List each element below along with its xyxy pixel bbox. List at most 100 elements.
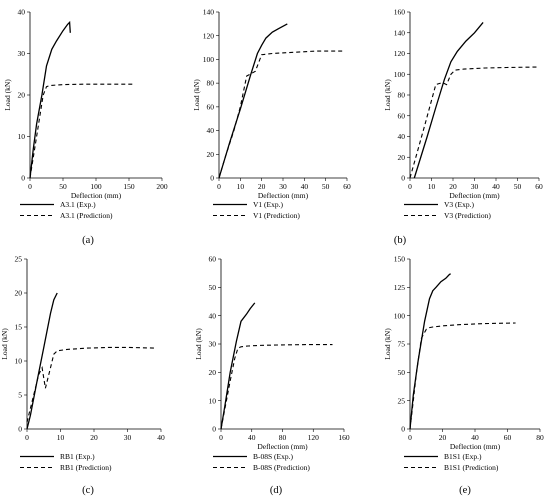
x-tick-label: 0 <box>408 433 412 442</box>
x-tick-label: 120 <box>308 433 320 442</box>
y-tick-label: 0 <box>210 174 214 183</box>
x-tick-label: 40 <box>301 182 309 191</box>
x-tick-label: 0 <box>408 182 412 191</box>
y-tick-label: 40 <box>207 126 215 135</box>
chart-panel-1: 0 10 20 30 40 0 50 100 150 200 Deflection (mm) Load… <box>3 8 168 246</box>
series-line-prediction <box>26 346 155 423</box>
x-tick-label: 20 <box>439 433 447 442</box>
chart-panel-5: 0 10 20 30 40 50 60 0 40 80 120 160 Deflection (mm) L… <box>194 255 350 496</box>
y-axis-label: Load (kN) <box>383 328 392 360</box>
x-tick-label: 40 <box>248 433 256 442</box>
y-tick-label: 20 <box>398 153 406 162</box>
y-tick-label: 140 <box>394 28 406 37</box>
chart-panel-4: 0 5 10 15 20 25 0 10 20 30 40 Load (kN) RB1 (Exp.) RB… <box>0 255 165 496</box>
y-tick-label: 0 <box>401 425 405 434</box>
y-tick-label: 60 <box>207 102 215 111</box>
y-tick-label: 80 <box>207 79 215 88</box>
legend-label: B-08S (Prediction) <box>253 463 310 472</box>
y-tick-label: 60 <box>398 111 406 120</box>
y-tick-label: 80 <box>398 91 406 100</box>
chart-panel-3: 0 20 40 60 80 100 120 140 160 0 10 20 30 40 50 60 Deflec… <box>383 8 543 246</box>
y-tick-label: 25 <box>15 255 23 264</box>
x-tick-label: 40 <box>492 182 500 191</box>
panel-label: (e) <box>459 485 471 496</box>
y-tick-label: 10 <box>209 396 217 405</box>
panel-label: (a) <box>82 235 94 246</box>
y-tick-label: 5 <box>18 391 22 400</box>
series-line-prediction <box>218 50 343 179</box>
y-tick-label: 0 <box>18 425 22 434</box>
y-tick-label: 40 <box>209 311 217 320</box>
y-tick-label: 20 <box>207 150 215 159</box>
series-line-prediction <box>409 66 540 179</box>
x-tick-label: 0 <box>217 182 221 191</box>
x-tick-label: 0 <box>219 433 223 442</box>
y-axis-label: Load (kN) <box>192 79 201 111</box>
series-line-prediction <box>220 344 333 430</box>
x-tick-label: 50 <box>322 182 330 191</box>
series-line-experimental <box>220 302 256 430</box>
y-tick-label: 0 <box>212 425 216 434</box>
series-line-experimental <box>26 292 58 430</box>
y-tick-label: 0 <box>401 174 405 183</box>
y-tick-label: 15 <box>15 323 23 332</box>
y-tick-label: 120 <box>203 31 215 40</box>
x-axis-label: Deflection (mm) <box>258 191 309 200</box>
x-tick-label: 40 <box>157 433 165 442</box>
legend-label: A3.1 (Exp.) <box>60 200 96 209</box>
x-tick-label: 10 <box>57 433 65 442</box>
y-tick-label: 20 <box>15 289 23 298</box>
legend-label: V1 (Exp.) <box>253 200 283 209</box>
y-tick-label: 40 <box>18 8 26 17</box>
x-axis-label: Deflection (mm) <box>450 442 501 451</box>
x-axis-label: Deflection (mm) <box>449 191 500 200</box>
legend-label: RB1 (Exp.) <box>60 452 95 461</box>
panel-label: (c) <box>82 485 94 496</box>
x-tick-label: 20 <box>449 182 457 191</box>
legend-label: V1 (Prediction) <box>253 211 300 220</box>
x-tick-label: 200 <box>156 182 168 191</box>
series-line-prediction <box>409 322 516 430</box>
y-tick-label: 10 <box>18 132 26 141</box>
x-tick-label: 50 <box>59 182 67 191</box>
legend-label: V3 (Prediction) <box>444 211 491 220</box>
panel-label: (b) <box>394 235 407 246</box>
x-tick-label: 40 <box>471 433 479 442</box>
x-tick-label: 60 <box>535 182 543 191</box>
legend-label: B1S1 (Prediction) <box>444 463 499 472</box>
y-tick-label: 100 <box>203 55 215 64</box>
x-tick-label: 10 <box>237 182 245 191</box>
x-axis-label: Deflection (mm) <box>71 191 122 200</box>
y-tick-label: 100 <box>394 70 406 79</box>
y-tick-label: 125 <box>394 283 406 292</box>
y-tick-label: 0 <box>21 174 25 183</box>
y-tick-label: 100 <box>394 311 406 320</box>
x-tick-label: 0 <box>25 433 29 442</box>
series-line-experimental <box>218 23 288 179</box>
series-line-experimental <box>409 273 451 430</box>
x-tick-label: 30 <box>471 182 479 191</box>
chart-panel-2: 0 20 40 60 80 100 120 140 0 10 20 30 40 50 60 Deflectio… <box>192 8 351 220</box>
y-tick-label: 20 <box>209 368 217 377</box>
x-tick-label: 150 <box>123 182 135 191</box>
y-tick-label: 25 <box>398 396 406 405</box>
y-tick-label: 10 <box>15 357 23 366</box>
series-line-experimental <box>413 21 484 179</box>
legend-label: B-08S (Exp.) <box>253 452 294 461</box>
x-tick-label: 20 <box>90 433 98 442</box>
x-tick-label: 30 <box>279 182 287 191</box>
series-line-experimental <box>29 20 71 179</box>
x-tick-label: 160 <box>338 433 350 442</box>
legend-label: V3 (Exp.) <box>444 200 474 209</box>
x-tick-label: 100 <box>90 182 102 191</box>
panel-label: (d) <box>270 485 283 496</box>
legend-label: A3.1 (Prediction) <box>60 211 113 220</box>
y-axis-label: Load (kN) <box>383 79 392 111</box>
y-tick-label: 40 <box>398 132 406 141</box>
y-tick-label: 60 <box>209 255 217 264</box>
y-tick-label: 50 <box>398 368 406 377</box>
y-tick-label: 30 <box>18 49 26 58</box>
x-tick-label: 80 <box>536 433 544 442</box>
